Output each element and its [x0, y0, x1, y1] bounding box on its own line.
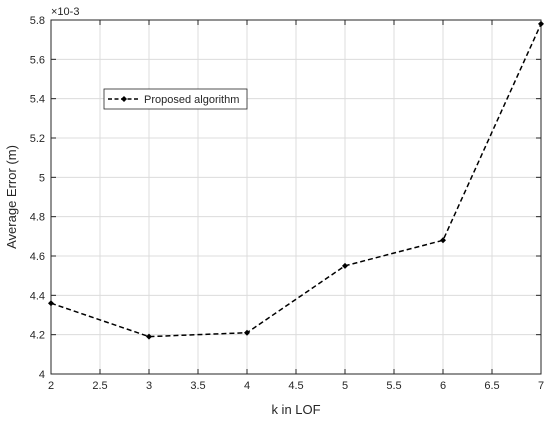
legend-marker: [121, 96, 127, 102]
data-point: [538, 20, 544, 27]
y-tick-label: 4.2: [30, 330, 45, 342]
y-axis-exponent: ×10-3: [51, 6, 79, 18]
data-point: [440, 237, 446, 244]
y-tick-label: 5: [39, 172, 45, 184]
axis-ticks: [50, 19, 542, 375]
y-tick-labels: 4 4.2 4.4 4.6 4.8 5 5.2 5.4 5.6 5.8: [30, 15, 45, 381]
x-tick-label: 7: [538, 380, 544, 392]
y-axis-label: Average Error (m): [4, 145, 19, 249]
y-tick-label: 5.2: [30, 133, 45, 145]
x-axis-label: k in LOF: [271, 402, 320, 417]
y-tick-label: 5.6: [30, 54, 45, 66]
data-point: [146, 333, 152, 340]
legend-entry-label: Proposed algorithm: [144, 94, 239, 106]
y-tick-label: 5.4: [30, 94, 45, 106]
data-point: [48, 300, 54, 307]
x-tick-label: 5.5: [386, 380, 401, 392]
series-layer: [48, 20, 544, 340]
x-tick-label: 5: [342, 380, 348, 392]
y-tick-label: 4.6: [30, 251, 45, 263]
grid-lines: [51, 20, 541, 374]
x-tick-label: 4.5: [288, 380, 303, 392]
x-tick-label: 6.5: [484, 380, 499, 392]
x-tick-labels: 2 2.5 3 3.5 4 4.5 5 5.5 6 6.5 7: [48, 380, 544, 392]
x-tick-label: 3: [146, 380, 152, 392]
x-tick-label: 3.5: [190, 380, 205, 392]
y-tick-label: 4.4: [30, 290, 45, 302]
series-line: [50, 23, 542, 338]
legend-box: [103, 88, 248, 110]
y-tick-label: 4.8: [30, 212, 45, 224]
x-tick-label: 4: [244, 380, 250, 392]
data-point: [244, 329, 250, 336]
data-point: [342, 262, 348, 269]
legend: Proposed algorithm: [103, 88, 248, 110]
x-tick-label: 2.5: [92, 380, 107, 392]
y-tick-label: 5.8: [30, 15, 45, 27]
x-tick-label: 6: [440, 380, 446, 392]
y-tick-label: 4: [39, 369, 45, 381]
x-tick-label: 2: [48, 380, 54, 392]
